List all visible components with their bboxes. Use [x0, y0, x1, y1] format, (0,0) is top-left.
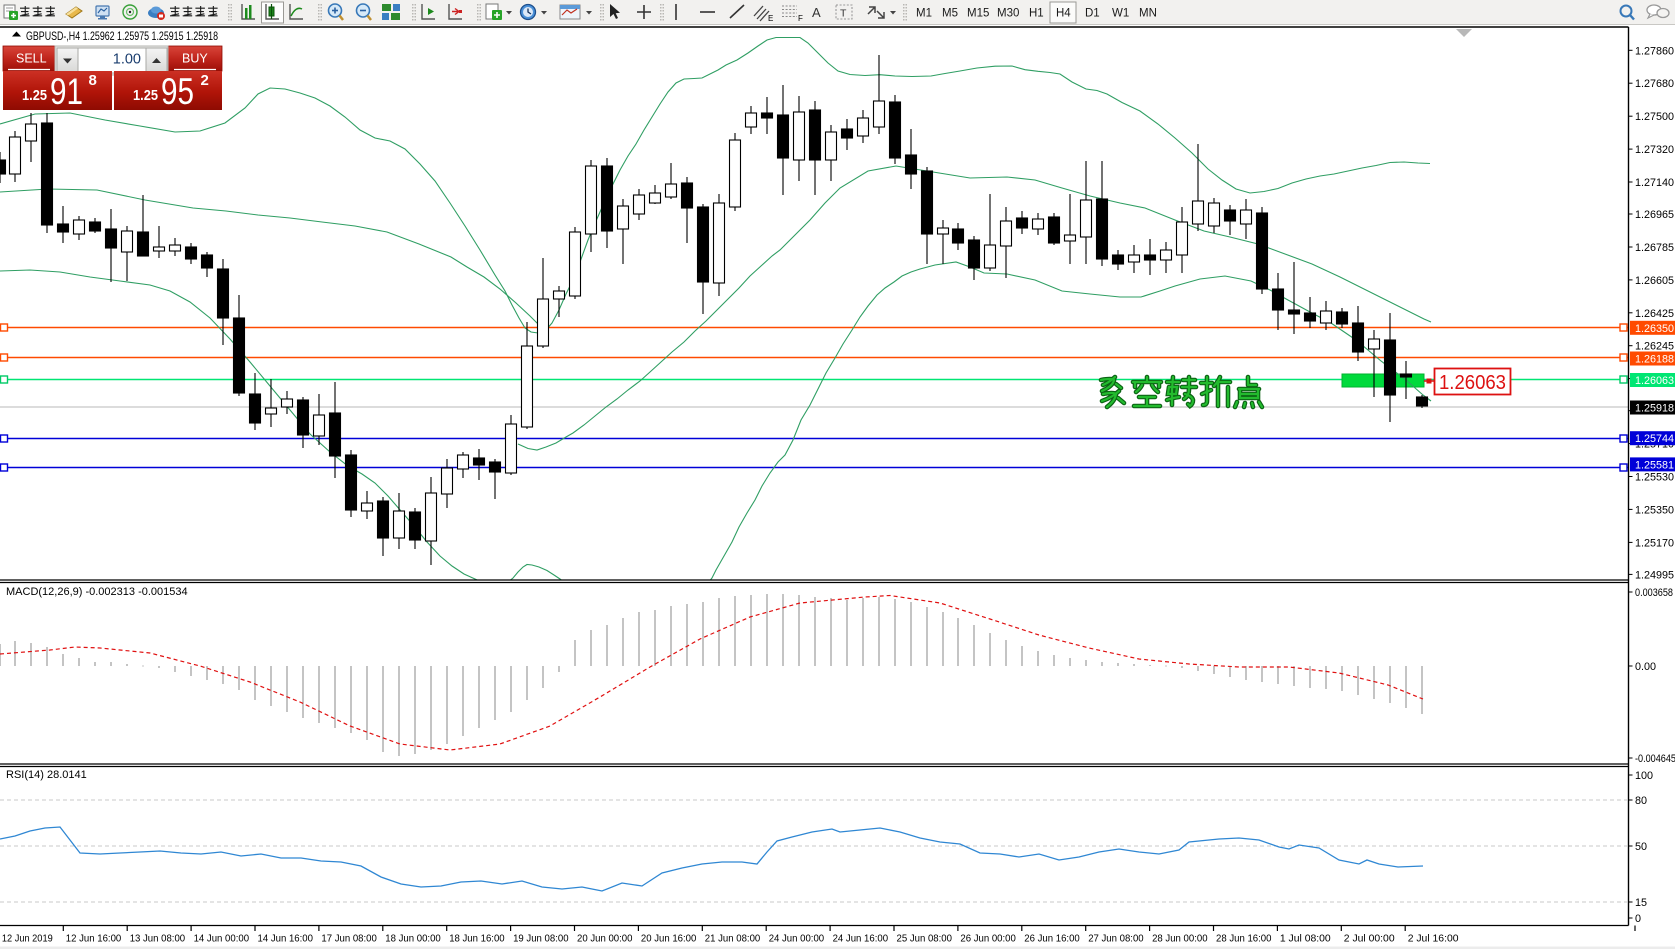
svg-text:14 Jun 00:00: 14 Jun 00:00 [194, 934, 250, 945]
svg-text:20 Jun 16:00: 20 Jun 16:00 [641, 934, 697, 945]
svg-text:BUY: BUY [182, 52, 208, 66]
svg-text:95: 95 [161, 71, 194, 112]
svg-text:100: 100 [1635, 770, 1653, 782]
svg-text:15: 15 [1635, 897, 1647, 909]
svg-text:24 Jun 00:00: 24 Jun 00:00 [769, 934, 825, 945]
svg-text:2 Jul 16:00: 2 Jul 16:00 [1408, 934, 1459, 945]
svg-text:8: 8 [89, 72, 97, 89]
svg-text:17 Jun 08:00: 17 Jun 08:00 [321, 934, 377, 945]
svg-text:MACD(12,26,9) -0.002313 -0.001: MACD(12,26,9) -0.002313 -0.001534 [6, 586, 188, 598]
svg-text:1.25744: 1.25744 [1635, 433, 1674, 445]
svg-text:D1: D1 [1085, 8, 1100, 20]
svg-text:20 Jun 00:00: 20 Jun 00:00 [577, 934, 633, 945]
svg-text:2 Jul 00:00: 2 Jul 00:00 [1344, 934, 1395, 945]
svg-text:M15: M15 [967, 8, 989, 20]
svg-text:1.25: 1.25 [22, 87, 47, 104]
svg-text:RSI(14) 28.0141: RSI(14) 28.0141 [6, 769, 87, 781]
svg-text:1.26188: 1.26188 [1635, 354, 1674, 366]
svg-text:0: 0 [1635, 913, 1641, 925]
svg-text:18 Jun 16:00: 18 Jun 16:00 [449, 934, 505, 945]
svg-text:1.25170: 1.25170 [1635, 537, 1674, 549]
svg-text:1.27500: 1.27500 [1635, 111, 1674, 123]
svg-text:GBPUSD-,H4 1.25962 1.25975 1.: GBPUSD-,H4 1.25962 1.25975 1.25915 1.259… [26, 30, 218, 43]
svg-text:12 Jun 16:00: 12 Jun 16:00 [66, 934, 122, 945]
svg-text:27 Jun 08:00: 27 Jun 08:00 [1088, 934, 1144, 945]
svg-text:19 Jun 08:00: 19 Jun 08:00 [513, 934, 569, 945]
svg-text:1.25581: 1.25581 [1635, 459, 1674, 471]
svg-text:28 Jun 16:00: 28 Jun 16:00 [1216, 934, 1272, 945]
svg-text:0.003658: 0.003658 [1635, 587, 1673, 599]
svg-text:1.24995: 1.24995 [1635, 569, 1674, 581]
svg-text:MN: MN [1139, 8, 1157, 20]
svg-text:0.00: 0.00 [1635, 661, 1656, 673]
svg-text:1.26063: 1.26063 [1439, 371, 1506, 394]
svg-text:SELL: SELL [16, 52, 47, 66]
svg-text:26 Jun 16:00: 26 Jun 16:00 [1024, 934, 1080, 945]
svg-text:1.26425: 1.26425 [1635, 308, 1674, 320]
svg-text:1.25530: 1.25530 [1635, 472, 1674, 484]
svg-text:1.27680: 1.27680 [1635, 78, 1674, 90]
svg-text:1.26350: 1.26350 [1635, 323, 1674, 335]
svg-text:H4: H4 [1056, 8, 1071, 20]
svg-text:24 Jun 16:00: 24 Jun 16:00 [833, 934, 889, 945]
svg-text:26 Jun 00:00: 26 Jun 00:00 [960, 934, 1016, 945]
svg-text:91: 91 [50, 71, 83, 112]
svg-text:1.26965: 1.26965 [1635, 209, 1674, 221]
svg-text:M1: M1 [916, 8, 932, 20]
svg-text:18 Jun 00:00: 18 Jun 00:00 [385, 934, 441, 945]
svg-text:50: 50 [1635, 841, 1647, 853]
svg-text:80: 80 [1635, 795, 1647, 807]
svg-text:A: A [812, 5, 821, 20]
svg-text:21 Jun 08:00: 21 Jun 08:00 [705, 934, 761, 945]
svg-text:25 Jun 08:00: 25 Jun 08:00 [897, 934, 953, 945]
svg-text:13 Jun 08:00: 13 Jun 08:00 [130, 934, 186, 945]
svg-text:14 Jun 16:00: 14 Jun 16:00 [258, 934, 314, 945]
svg-text:1.26785: 1.26785 [1635, 242, 1674, 254]
svg-text:1.25: 1.25 [133, 87, 158, 104]
svg-text:1.27140: 1.27140 [1635, 177, 1674, 189]
svg-text:1.00: 1.00 [113, 52, 141, 68]
svg-text:F: F [798, 14, 803, 23]
svg-text:1.27860: 1.27860 [1635, 45, 1674, 57]
svg-text:1 Jul 08:00: 1 Jul 08:00 [1280, 934, 1331, 945]
svg-text:1.26245: 1.26245 [1635, 341, 1674, 353]
svg-text:M5: M5 [942, 8, 958, 20]
svg-text:2: 2 [201, 72, 209, 89]
svg-text:E: E [768, 14, 773, 23]
svg-text:1.27320: 1.27320 [1635, 144, 1674, 156]
svg-text:1.26063: 1.26063 [1635, 375, 1674, 387]
svg-text:H1: H1 [1029, 8, 1044, 20]
svg-text:28 Jun 00:00: 28 Jun 00:00 [1152, 934, 1208, 945]
svg-text:12 Jun 2019: 12 Jun 2019 [2, 934, 53, 945]
svg-text:M30: M30 [997, 8, 1019, 20]
svg-text:1.25918: 1.25918 [1635, 403, 1674, 415]
svg-text:1.25350: 1.25350 [1635, 504, 1674, 516]
svg-text:W1: W1 [1112, 8, 1129, 20]
svg-text:-0.004645: -0.004645 [1635, 753, 1675, 765]
svg-text:T: T [840, 8, 847, 20]
svg-text:1.26605: 1.26605 [1635, 275, 1674, 287]
